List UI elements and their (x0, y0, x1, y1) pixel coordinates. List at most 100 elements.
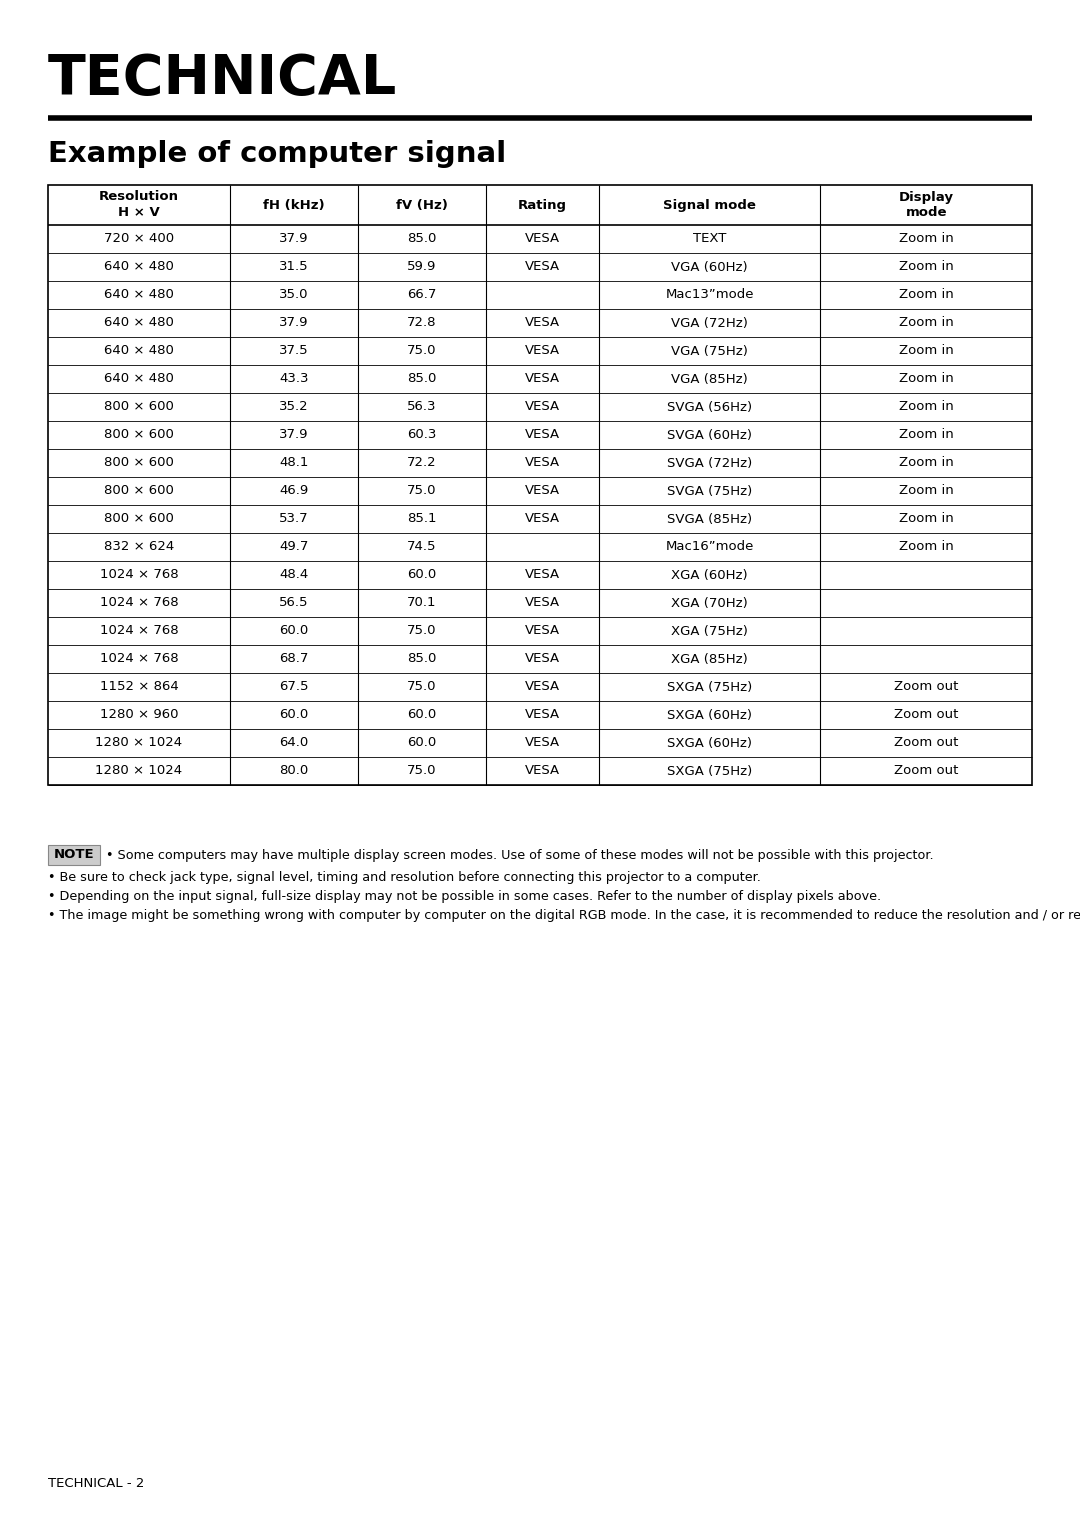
Text: 800 × 600: 800 × 600 (104, 457, 174, 469)
Text: VESA: VESA (525, 345, 561, 357)
Text: Signal mode: Signal mode (663, 198, 756, 212)
Text: Zoom out: Zoom out (894, 708, 958, 722)
Text: SVGA (60Hz): SVGA (60Hz) (667, 429, 753, 442)
Text: 80.0: 80.0 (280, 765, 309, 777)
Text: VESA: VESA (525, 261, 561, 273)
Text: Zoom in: Zoom in (899, 429, 954, 442)
Text: 800 × 600: 800 × 600 (104, 429, 174, 442)
Text: 35.0: 35.0 (280, 288, 309, 302)
Text: VGA (60Hz): VGA (60Hz) (672, 261, 748, 273)
Text: 85.0: 85.0 (407, 653, 436, 665)
Bar (48, 185, 1032, 785)
Text: 1280 × 960: 1280 × 960 (99, 708, 178, 722)
Text: 70.1: 70.1 (407, 596, 436, 610)
Text: 1024 × 768: 1024 × 768 (99, 569, 178, 581)
Text: 60.0: 60.0 (407, 736, 436, 750)
Text: Zoom in: Zoom in (899, 541, 954, 553)
Text: 1280 × 1024: 1280 × 1024 (95, 736, 183, 750)
Text: 64.0: 64.0 (280, 736, 309, 750)
Text: 1024 × 768: 1024 × 768 (99, 653, 178, 665)
Text: NOTE: NOTE (54, 848, 94, 862)
Text: VESA: VESA (525, 569, 561, 581)
Text: VESA: VESA (525, 457, 561, 469)
Text: 56.3: 56.3 (407, 400, 436, 414)
Text: 66.7: 66.7 (407, 288, 436, 302)
Text: 75.0: 75.0 (407, 681, 436, 693)
Text: Example of computer signal: Example of computer signal (48, 140, 507, 169)
Text: VESA: VESA (525, 596, 561, 610)
Text: 60.0: 60.0 (280, 708, 309, 722)
Text: 800 × 600: 800 × 600 (104, 512, 174, 526)
Text: Zoom out: Zoom out (894, 765, 958, 777)
Text: Zoom in: Zoom in (899, 288, 954, 302)
Text: XGA (60Hz): XGA (60Hz) (672, 569, 748, 581)
Text: 1152 × 864: 1152 × 864 (99, 681, 178, 693)
Text: 60.3: 60.3 (407, 429, 436, 442)
Text: Display
mode: Display mode (899, 190, 954, 219)
Text: 46.9: 46.9 (280, 484, 309, 498)
Text: Zoom in: Zoom in (899, 316, 954, 330)
Text: 1024 × 768: 1024 × 768 (99, 624, 178, 638)
Text: 832 × 624: 832 × 624 (104, 541, 174, 553)
Text: Zoom in: Zoom in (899, 457, 954, 469)
Text: XGA (70Hz): XGA (70Hz) (672, 596, 748, 610)
Text: 85.0: 85.0 (407, 233, 436, 245)
Text: 37.9: 37.9 (280, 316, 309, 330)
Text: Zoom in: Zoom in (899, 512, 954, 526)
Text: SVGA (85Hz): SVGA (85Hz) (667, 512, 753, 526)
Text: 49.7: 49.7 (280, 541, 309, 553)
Text: 31.5: 31.5 (280, 261, 309, 273)
Text: Zoom in: Zoom in (899, 400, 954, 414)
Text: VESA: VESA (525, 233, 561, 245)
Text: 53.7: 53.7 (280, 512, 309, 526)
Text: 75.0: 75.0 (407, 765, 436, 777)
Text: 85.1: 85.1 (407, 512, 436, 526)
Text: Zoom in: Zoom in (899, 261, 954, 273)
Text: 800 × 600: 800 × 600 (104, 400, 174, 414)
Text: 37.9: 37.9 (280, 233, 309, 245)
Text: VESA: VESA (525, 736, 561, 750)
Text: VGA (75Hz): VGA (75Hz) (672, 345, 748, 357)
Text: 640 × 480: 640 × 480 (104, 316, 174, 330)
Text: Mac13”mode: Mac13”mode (665, 288, 754, 302)
Text: 640 × 480: 640 × 480 (104, 288, 174, 302)
Bar (48, 845, 100, 865)
Text: 37.5: 37.5 (280, 345, 309, 357)
Text: VESA: VESA (525, 400, 561, 414)
Text: 37.9: 37.9 (280, 429, 309, 442)
Text: 75.0: 75.0 (407, 624, 436, 638)
Text: • Some computers may have multiple display screen modes. Use of some of these mo: • Some computers may have multiple displ… (106, 848, 933, 862)
Text: Zoom in: Zoom in (899, 484, 954, 498)
Text: Zoom in: Zoom in (899, 233, 954, 245)
Text: VGA (85Hz): VGA (85Hz) (672, 373, 748, 385)
Text: 67.5: 67.5 (280, 681, 309, 693)
Text: TEXT: TEXT (693, 233, 727, 245)
Text: 48.1: 48.1 (280, 457, 309, 469)
Text: 59.9: 59.9 (407, 261, 436, 273)
Text: 640 × 480: 640 × 480 (104, 261, 174, 273)
Text: 56.5: 56.5 (280, 596, 309, 610)
Text: 720 × 400: 720 × 400 (104, 233, 174, 245)
Text: Zoom in: Zoom in (899, 373, 954, 385)
Text: VESA: VESA (525, 681, 561, 693)
Text: 1024 × 768: 1024 × 768 (99, 596, 178, 610)
Text: Resolution
H × V: Resolution H × V (99, 190, 179, 219)
Text: 60.0: 60.0 (407, 708, 436, 722)
Text: VESA: VESA (525, 316, 561, 330)
Text: • Be sure to check jack type, signal level, timing and resolution before connect: • Be sure to check jack type, signal lev… (48, 871, 761, 885)
Text: SVGA (56Hz): SVGA (56Hz) (667, 400, 753, 414)
Text: Zoom out: Zoom out (894, 681, 958, 693)
Text: 640 × 480: 640 × 480 (104, 345, 174, 357)
Text: TECHNICAL - 2: TECHNICAL - 2 (48, 1476, 145, 1490)
Text: Zoom out: Zoom out (894, 736, 958, 750)
Text: 1280 × 1024: 1280 × 1024 (95, 765, 183, 777)
Text: XGA (75Hz): XGA (75Hz) (672, 624, 748, 638)
Text: VESA: VESA (525, 429, 561, 442)
Text: 640 × 480: 640 × 480 (104, 373, 174, 385)
Text: 72.2: 72.2 (407, 457, 436, 469)
Text: SXGA (60Hz): SXGA (60Hz) (667, 708, 753, 722)
Text: SVGA (72Hz): SVGA (72Hz) (667, 457, 753, 469)
Text: 60.0: 60.0 (280, 624, 309, 638)
Text: 75.0: 75.0 (407, 484, 436, 498)
Text: 800 × 600: 800 × 600 (104, 484, 174, 498)
